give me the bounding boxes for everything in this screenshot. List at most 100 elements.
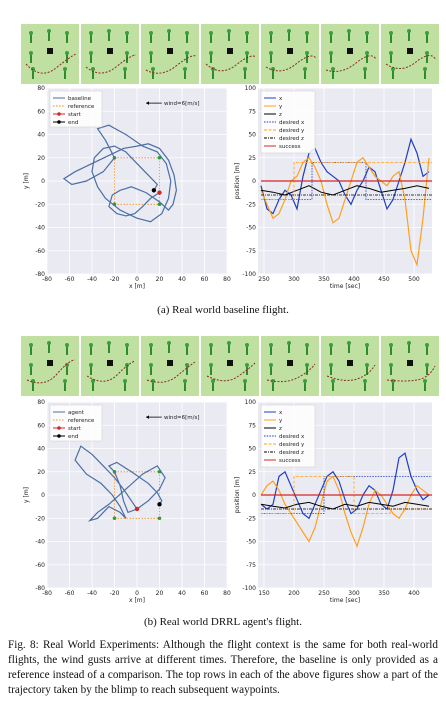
waypoint-marker xyxy=(124,381,126,391)
blimp-icon xyxy=(227,360,233,366)
legend: xyz desired x desired y desired z success xyxy=(260,404,316,468)
trajectory-tile xyxy=(321,24,379,84)
y-tick-label: -50 xyxy=(246,539,256,546)
waypoint-marker xyxy=(228,343,230,353)
legend-label: desired z xyxy=(279,136,304,142)
y-tick-label: 75 xyxy=(248,108,256,115)
waypoint-marker xyxy=(184,69,186,79)
waypoint-marker xyxy=(89,343,93,347)
legend: xyz desired x desired y desired z success xyxy=(260,90,316,154)
waypoint-marker xyxy=(227,341,231,345)
waypoint-marker xyxy=(330,53,332,63)
waypoint-marker xyxy=(183,67,187,71)
x-tick-label: 350 xyxy=(318,276,330,283)
legend: agent reference start end xyxy=(49,404,103,442)
blimp-icon xyxy=(167,48,173,54)
y-tick-label: -80 xyxy=(35,271,45,278)
end-point xyxy=(157,502,162,507)
waypoint-marker xyxy=(304,69,306,79)
y-tick-label: 25 xyxy=(248,155,256,162)
waypoint-marker xyxy=(425,343,429,347)
waypoint-marker xyxy=(389,343,393,347)
x-tick-label: 0 xyxy=(135,590,139,597)
trajectory-tile xyxy=(21,336,79,396)
waypoint-marker xyxy=(90,345,92,355)
tile-svg xyxy=(326,341,376,391)
y-tick-label: -80 xyxy=(35,585,45,592)
x-tick-label: 40 xyxy=(178,590,186,597)
caption-a: (a) Real world baseline flight. xyxy=(157,304,289,316)
path-line xyxy=(206,362,256,382)
y-axis-label: y [m] xyxy=(23,487,30,503)
x-tick-label: -80 xyxy=(42,276,52,283)
legend-label: start xyxy=(68,426,82,432)
waypoint-marker xyxy=(269,51,273,55)
blimp-icon xyxy=(287,48,293,54)
tile-svg xyxy=(266,341,316,391)
waypoint-marker xyxy=(149,363,153,367)
waypoint-marker xyxy=(288,343,290,353)
waypoint-marker xyxy=(32,69,34,79)
waypoint-marker xyxy=(30,33,32,43)
tile-svg xyxy=(86,341,136,391)
x-tick-label: 60 xyxy=(201,590,209,597)
waypoint-marker xyxy=(185,363,189,367)
legend-label: end xyxy=(68,120,78,126)
y-tick-label: -25 xyxy=(246,515,256,522)
caption-b: (b) Real world DRRL agent's flight. xyxy=(144,616,302,628)
waypoint-marker xyxy=(90,33,92,43)
waypoint-marker xyxy=(89,31,93,35)
trajectory-tile xyxy=(261,336,319,396)
tile-svg xyxy=(206,341,256,391)
y-axis-label: y [m] xyxy=(23,173,30,189)
waypoint-marker xyxy=(426,365,428,375)
waypoint-marker xyxy=(89,51,93,55)
blimp-icon xyxy=(107,48,113,54)
waypoint-marker xyxy=(210,365,212,375)
legend-label: z xyxy=(279,112,282,118)
plot-group xyxy=(260,452,432,548)
waypoint-marker xyxy=(126,345,128,355)
waypoint-marker xyxy=(186,33,188,43)
waypoint-marker xyxy=(186,345,188,355)
x-tick-label: 80 xyxy=(223,590,231,597)
waypoint-marker xyxy=(329,363,333,367)
waypoint-marker xyxy=(423,67,427,71)
waypoint-marker xyxy=(287,341,291,345)
y-tick-label: 80 xyxy=(37,85,45,92)
waypoint-marker xyxy=(306,53,308,63)
waypoint-marker xyxy=(365,343,369,347)
legend-label: baseline xyxy=(68,96,92,102)
path-line xyxy=(325,55,377,72)
y-tick-label: -60 xyxy=(35,562,45,569)
x-tick-label: 60 xyxy=(201,276,209,283)
tile-svg xyxy=(205,29,257,79)
legend-label: end xyxy=(68,434,78,440)
waypoint-marker xyxy=(303,379,307,383)
waypoint-marker xyxy=(108,343,110,353)
waypoint-marker xyxy=(392,381,394,391)
waypoint-marker xyxy=(304,381,306,391)
waypoint-marker xyxy=(331,379,335,383)
waypoint-point xyxy=(157,516,162,521)
waypoint-marker xyxy=(424,381,426,391)
waypoint-marker xyxy=(365,31,369,35)
trajectory-tile xyxy=(141,336,199,396)
legend-marker xyxy=(57,434,61,438)
wind-arrowhead xyxy=(146,415,149,419)
blimp-icon xyxy=(47,360,53,366)
waypoint-marker xyxy=(408,343,410,353)
waypoint-marker xyxy=(126,33,128,43)
waypoint-marker xyxy=(92,69,94,79)
y-tick-label: 0 xyxy=(252,492,256,499)
waypoint-marker xyxy=(390,345,392,355)
y-tick-label: 20 xyxy=(37,155,45,162)
tile-svg xyxy=(265,29,317,79)
waypoint-marker xyxy=(329,31,333,35)
waypoint-marker xyxy=(271,379,275,383)
y-tick-label: 75 xyxy=(248,422,256,429)
waypoint-marker xyxy=(31,67,35,71)
waypoint-marker xyxy=(332,69,334,79)
path-line xyxy=(205,55,257,72)
waypoint-marker xyxy=(107,29,111,33)
